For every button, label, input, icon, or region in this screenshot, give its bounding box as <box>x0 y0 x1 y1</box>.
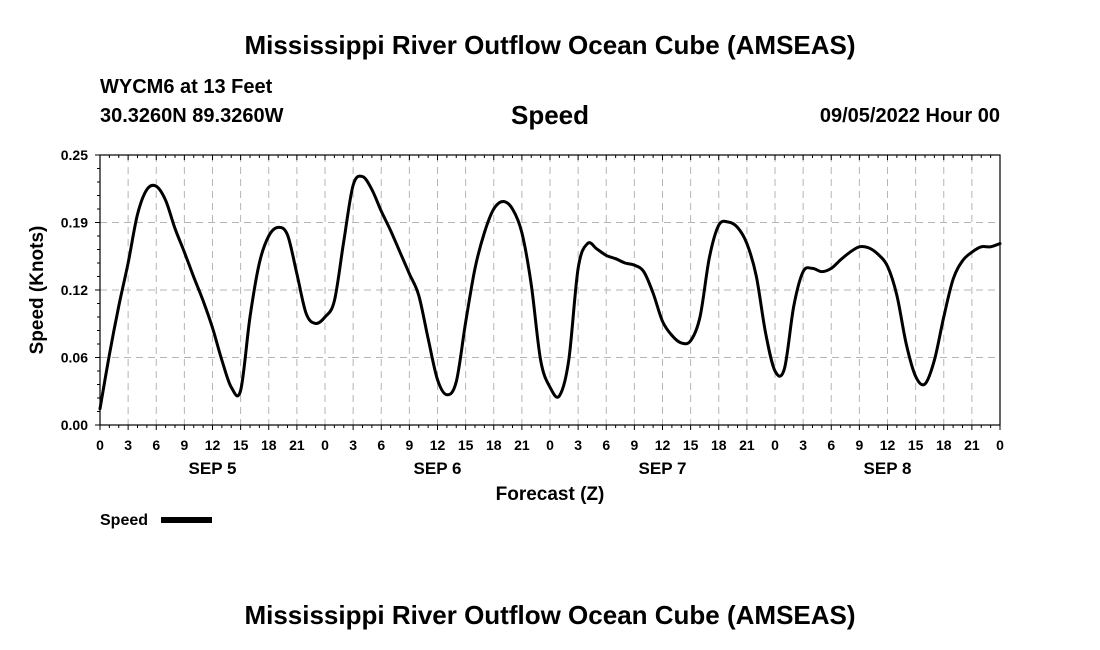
x-tick-label: 18 <box>486 437 502 453</box>
y-axis-title: Speed (Knots) <box>27 226 48 355</box>
x-tick-label: 21 <box>964 437 980 453</box>
x-tick-label: 3 <box>124 437 132 453</box>
footer-title: Mississippi River Outflow Ocean Cube (AM… <box>244 600 856 630</box>
x-tick-label: 15 <box>233 437 249 453</box>
x-tick-label: 9 <box>405 437 413 453</box>
x-tick-label: 15 <box>683 437 699 453</box>
x-tick-label: 15 <box>908 437 924 453</box>
x-tick-label: 12 <box>205 437 221 453</box>
y-tick-label: 0.06 <box>61 350 88 366</box>
main-title: Mississippi River Outflow Ocean Cube (AM… <box>244 30 856 60</box>
forecast-datetime: 09/05/2022 Hour 00 <box>819 105 1000 127</box>
x-tick-label: 21 <box>514 437 530 453</box>
day-label: SEP 8 <box>864 459 912 478</box>
x-tick-label: 9 <box>630 437 638 453</box>
x-tick-label: 0 <box>546 437 554 453</box>
x-tick-label: 21 <box>739 437 755 453</box>
y-tick-label: 0.25 <box>61 147 88 163</box>
x-tick-label: 12 <box>655 437 671 453</box>
day-label: SEP 6 <box>414 459 462 478</box>
x-tick-label: 3 <box>799 437 807 453</box>
y-tick-label: 0.00 <box>61 417 88 433</box>
plot-title: Speed <box>510 100 590 130</box>
coordinates-label: 30.3260N 89.3260W <box>100 105 284 127</box>
station-label: WYCM6 at 13 Feet <box>100 76 273 98</box>
x-tick-label: 9 <box>180 437 188 453</box>
day-label: SEP 5 <box>189 459 237 478</box>
speed-series-line <box>98 174 1002 411</box>
x-tick-label: 6 <box>152 437 160 453</box>
legend-label: Speed <box>100 512 148 529</box>
x-axis-title: Forecast (Z) <box>496 484 605 505</box>
x-tick-label: 0 <box>996 437 1004 453</box>
x-tick-label: 18 <box>711 437 727 453</box>
x-tick-label: 12 <box>430 437 446 453</box>
x-tick-label: 15 <box>458 437 474 453</box>
x-tick-label: 6 <box>827 437 835 453</box>
x-tick-label: 18 <box>936 437 952 453</box>
x-tick-label: 21 <box>289 437 305 453</box>
x-tick-label: 12 <box>880 437 896 453</box>
x-tick-label: 9 <box>855 437 863 453</box>
x-tick-label: 3 <box>574 437 582 453</box>
x-tick-label: 18 <box>261 437 277 453</box>
x-tick-label: 0 <box>321 437 329 453</box>
x-tick-label: 6 <box>377 437 385 453</box>
y-tick-label: 0.12 <box>61 282 88 298</box>
y-tick-label: 0.19 <box>61 215 88 231</box>
x-tick-label: 0 <box>771 437 779 453</box>
x-tick-label: 3 <box>349 437 357 453</box>
day-label: SEP 7 <box>639 459 687 478</box>
x-tick-label: 0 <box>96 437 104 453</box>
x-tick-label: 6 <box>602 437 610 453</box>
